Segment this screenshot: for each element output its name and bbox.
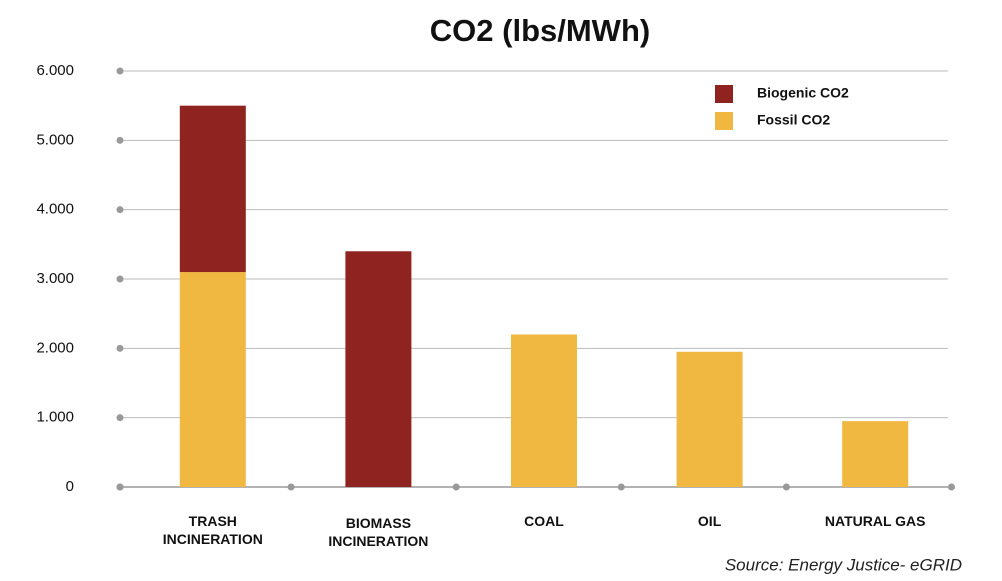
y-tick-label: 3.000 — [36, 270, 74, 287]
bar-segment — [345, 251, 412, 487]
x-separator-dot — [452, 483, 460, 491]
source-note: Source: Energy Justice- eGRID — [725, 555, 962, 574]
x-tick-label: BIOMASS INCINERATION — [328, 515, 429, 549]
y-tick-dot — [116, 67, 124, 75]
x-separator-dot — [782, 483, 790, 491]
y-tick-dot — [116, 206, 124, 214]
x-separator-dot — [948, 483, 955, 491]
y-tick-label: 1.000 — [36, 409, 74, 426]
y-tick-dot — [116, 344, 124, 352]
y-tick-label: 4.000 — [36, 201, 74, 218]
x-tick-label: COAL — [524, 513, 564, 529]
x-tick-label: TRASH INCINERATION — [162, 513, 263, 547]
bar-segment — [179, 105, 246, 273]
legend-label: Biogenic CO2 — [757, 85, 849, 101]
legend-swatch — [715, 85, 733, 103]
bar-segment — [511, 334, 577, 487]
y-tick-dot — [116, 275, 124, 283]
legend-swatch — [715, 112, 733, 130]
bar-segment — [842, 421, 909, 487]
y-tick-dot — [116, 414, 124, 422]
y-tick-dot — [116, 136, 124, 144]
legend-label: Fossil CO2 — [757, 112, 830, 128]
x-tick-label: OIL — [697, 513, 722, 529]
chart-title: CO2 (lbs/MWh) — [430, 13, 650, 48]
x-separator-dot — [617, 483, 625, 491]
bar-segment — [676, 351, 743, 487]
y-tick-label: 6.000 — [36, 62, 74, 79]
y-tick-label: 0 — [66, 478, 74, 495]
x-separator-dot — [287, 483, 295, 491]
y-tick-label: 5.000 — [36, 131, 74, 148]
x-separator-dot — [116, 483, 124, 491]
bar-segment — [179, 272, 246, 487]
y-tick-label: 2.000 — [36, 339, 74, 356]
x-tick-label: NATURAL GAS — [824, 513, 926, 529]
